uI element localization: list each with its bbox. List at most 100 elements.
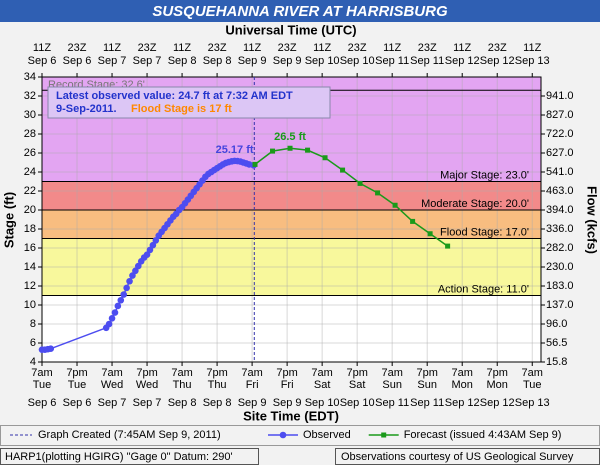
x2-tick-date: Sep 6 <box>28 55 57 67</box>
x2-tick-date: Sep 9 <box>238 55 267 67</box>
x-tick-day: Fri <box>281 379 294 391</box>
y-tick-label: 4 <box>30 356 36 368</box>
data-point <box>117 296 125 304</box>
plot-area: Record Stage: 32.6'Major Stage: 23.0'Mod… <box>38 76 542 363</box>
data-point <box>252 161 258 167</box>
data-point <box>445 243 451 249</box>
y2-tick-label: 15.8 <box>546 356 567 368</box>
x-tick-date: Sep 10 <box>305 397 340 409</box>
y2-tick-label: 230.0 <box>546 261 574 273</box>
chart-title: SUSQUEHANNA RIVER AT HARRISBURG <box>152 3 448 20</box>
x-tick-day: Tue <box>68 379 87 391</box>
data-point <box>126 277 133 285</box>
x-tick-day: Wed <box>101 379 123 391</box>
x2-tick-label: 23Z <box>68 42 87 54</box>
stage-label: Flood Stage: 17.0' <box>440 226 529 238</box>
y2-tick-label: 96.0 <box>546 318 567 330</box>
x2-tick-label: 11Z <box>103 42 121 54</box>
x-tick-label: 7am <box>522 367 543 379</box>
data-point <box>357 180 363 186</box>
x-tick-label: 7pm <box>346 367 367 379</box>
y2-tick-label: 137.0 <box>546 299 574 311</box>
x-tick-date: Sep 9 <box>238 397 267 409</box>
x-tick-label: 7am <box>171 367 192 379</box>
x-tick-day: Sat <box>314 379 331 391</box>
x2-tick-date: Sep 11 <box>410 55 444 67</box>
flood-text: Flood Stage is 17 ft <box>131 103 232 115</box>
data-point <box>108 315 116 322</box>
x2-tick-date: Sep 8 <box>168 55 197 67</box>
x-tick-label: 7pm <box>416 367 437 379</box>
y2-tick-label: 183.0 <box>546 280 574 292</box>
x-tick-day: Tue <box>523 379 542 391</box>
plot-frame <box>41 76 542 363</box>
x-tick-label: 7am <box>452 367 473 379</box>
x-tick-date: Sep 12 <box>480 397 515 409</box>
y2-tick-label: 941.0 <box>546 90 574 102</box>
title-bar <box>0 0 600 22</box>
x-tick-date: Sep 11 <box>410 397 444 409</box>
x2-tick-label: 23Z <box>138 42 157 54</box>
x-tick-date: Sep 13 <box>515 397 550 409</box>
y-axis-title: Stage (ft) <box>1 192 16 248</box>
data-point <box>120 291 128 298</box>
x-tick-label: 7am <box>311 367 332 379</box>
data-point <box>410 218 416 224</box>
x2-tick-label: 11Z <box>243 42 261 54</box>
y-tick-label: 32 <box>24 90 36 102</box>
x-tick-date: Sep 11 <box>375 397 409 409</box>
y-tick-label: 12 <box>24 280 36 292</box>
data-point <box>132 267 139 275</box>
latest-text: 9-Sep-2011. <box>56 103 117 115</box>
data-point <box>322 155 328 161</box>
legend: Observed Forecast (issued 4:43AM Sep 9) <box>268 429 561 441</box>
x-tick-label: 7pm <box>66 367 87 379</box>
y-tick-label: 34 <box>24 71 36 83</box>
x-tick-date: Sep 12 <box>445 397 480 409</box>
stage-label: Major Stage: 23.0' <box>440 169 529 181</box>
x-tick-day: Tue <box>33 379 52 391</box>
x-tick-date: Sep 6 <box>28 397 57 409</box>
y2-tick-label: 463.0 <box>546 185 574 197</box>
data-point <box>427 231 433 237</box>
x2-tick-label: 23Z <box>278 42 297 54</box>
x2-tick-label: 11Z <box>173 42 191 54</box>
x-tick-label: 7pm <box>206 367 227 379</box>
data-point <box>114 302 122 310</box>
x-tick-date: Sep 7 <box>98 397 127 409</box>
x2-tick-label: 23Z <box>208 42 227 54</box>
x2-tick-date: Sep 12 <box>445 55 480 67</box>
x2-tick-label: 11Z <box>523 42 541 54</box>
x2-tick-date: Sep 13 <box>515 55 550 67</box>
y2-tick-label: 282.0 <box>546 242 574 254</box>
y-tick-label: 16 <box>24 242 36 254</box>
x-tick-day: Thu <box>173 379 192 391</box>
x-tick-date: Sep 9 <box>273 397 302 409</box>
data-point <box>123 284 130 292</box>
y-tick-label: 6 <box>30 337 36 349</box>
stage-band <box>42 210 541 239</box>
y-tick-label: 30 <box>24 109 36 121</box>
stage-band <box>42 181 541 210</box>
data-point <box>134 262 142 270</box>
data-point <box>47 345 55 353</box>
data-point <box>146 246 154 254</box>
y2-tick-label: 541.0 <box>546 166 574 178</box>
data-point <box>270 148 276 154</box>
peak-label: 26.5 ft <box>274 131 306 143</box>
x2-tick-label: 11Z <box>453 42 471 54</box>
y2-axis-title: Flow (kcfs) <box>585 186 600 254</box>
x-tick-day: Sun <box>417 379 437 391</box>
y2-tick-label: 394.0 <box>546 204 574 216</box>
x-tick-date: Sep 8 <box>203 397 232 409</box>
x2-tick-date: Sep 11 <box>375 55 409 67</box>
data-point <box>143 251 151 258</box>
footer-left: HARP1(plotting HGIRG) "Gage 0" Datum: 29… <box>5 451 233 463</box>
y-tick-label: 28 <box>24 128 36 140</box>
latest-box <box>47 86 331 119</box>
legend-label: Forecast (issued 4:43AM Sep 9) <box>404 429 562 441</box>
x-tick-label: 7am <box>241 367 262 379</box>
data-point <box>152 237 160 244</box>
x-tick-day: Sat <box>349 379 366 391</box>
